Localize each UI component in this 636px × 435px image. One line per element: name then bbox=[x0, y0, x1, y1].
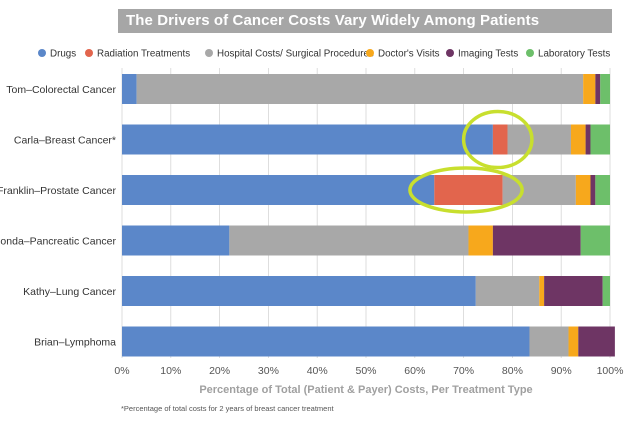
bar-drugs-brian-lymphoma bbox=[122, 326, 530, 357]
bar-imaging-tests-shonda-pancreatic-cancer bbox=[492, 225, 581, 256]
tick-label: 100% bbox=[597, 365, 624, 377]
bar-doctor-s-visits-franklin-prostate-cancer bbox=[575, 175, 591, 205]
category-label: Kathy–Lung Cancer bbox=[23, 286, 116, 298]
bar-radiation-treatments-carla-breast-cancer bbox=[492, 124, 508, 155]
bar-hospital-costs-surgical-procedures-kathy-lung-cancer bbox=[475, 276, 540, 306]
legend-label-doctor-s-visits: Doctor's Visits bbox=[378, 49, 440, 60]
bar-drugs-carla-breast-cancer bbox=[122, 124, 493, 155]
bar-doctor-s-visits-carla-breast-cancer bbox=[570, 124, 586, 155]
category-label: Tom–Colorectal Cancer bbox=[6, 84, 116, 96]
bar-drugs-tom-colorectal-cancer bbox=[122, 74, 137, 104]
category-label: Brian–Lymphoma bbox=[34, 337, 116, 349]
bar-laboratory-tests-tom-colorectal-cancer bbox=[600, 74, 610, 104]
bar-doctor-s-visits-kathy-lung-cancer bbox=[539, 276, 545, 306]
legend-label-imaging-tests: Imaging Tests bbox=[458, 49, 518, 60]
bar-drugs-shonda-pancreatic-cancer bbox=[122, 225, 230, 256]
legend-swatch-radiation-treatments bbox=[85, 49, 93, 57]
chart-title-bar: The Drivers of Cancer Costs Vary Widely … bbox=[118, 9, 612, 33]
tick-label: 70% bbox=[453, 365, 474, 377]
highlight-ring-2 bbox=[408, 166, 524, 214]
bar-imaging-tests-brian-lymphoma bbox=[578, 326, 615, 357]
legend-swatch-hospital-costs-surgical-procedures bbox=[205, 49, 213, 57]
chart-legend: Drugs Radiation Treatments Hospital Costs/… bbox=[38, 49, 610, 60]
legend-label-radiation-treatments: Radiation Treatments bbox=[97, 49, 190, 60]
footnote: *Percentage of total costs for 2 years o… bbox=[121, 404, 335, 413]
bar-imaging-tests-carla-breast-cancer bbox=[585, 124, 591, 155]
category-labels: Tom–Colorectal Cancer Carla–Breast Cancer… bbox=[0, 84, 116, 349]
bars bbox=[122, 74, 615, 357]
x-axis-ticks: 0% 10% 20% 30% 40% 50% 60% 70% 80% 90% 100% bbox=[114, 365, 623, 377]
category-label: Shonda–Pancreatic Cancer bbox=[0, 236, 116, 248]
tick-label: 0% bbox=[114, 365, 129, 377]
gridlines bbox=[121, 68, 611, 358]
legend-swatch-doctor-s-visits bbox=[366, 49, 374, 57]
bar-doctor-s-visits-brian-lymphoma bbox=[568, 326, 579, 357]
bar-drugs-franklin-prostate-cancer bbox=[122, 175, 435, 205]
bar-imaging-tests-kathy-lung-cancer bbox=[544, 276, 603, 306]
bar-hospital-costs-surgical-procedures-shonda-pancreatic-cancer bbox=[229, 225, 469, 256]
legend-swatch-laboratory-tests bbox=[526, 49, 534, 57]
tick-label: 90% bbox=[551, 365, 572, 377]
legend-swatch-imaging-tests bbox=[446, 49, 454, 57]
bar-doctor-s-visits-shonda-pancreatic-cancer bbox=[468, 225, 493, 256]
tick-label: 40% bbox=[307, 365, 328, 377]
bar-laboratory-tests-shonda-pancreatic-cancer bbox=[580, 225, 610, 256]
bar-laboratory-tests-kathy-lung-cancer bbox=[602, 276, 610, 306]
bar-hospital-costs-surgical-procedures-tom-colorectal-cancer bbox=[136, 74, 584, 104]
legend-swatch-drugs bbox=[38, 49, 46, 57]
legend-label-drugs: Drugs bbox=[50, 49, 76, 60]
tick-label: 80% bbox=[502, 365, 523, 377]
bar-laboratory-tests-franklin-prostate-cancer bbox=[595, 175, 610, 205]
bar-imaging-tests-tom-colorectal-cancer bbox=[595, 74, 601, 104]
tick-label: 60% bbox=[404, 365, 425, 377]
tick-label: 10% bbox=[160, 365, 181, 377]
legend-label-hospital-costs-surgical-procedures: Hospital Costs/ Surgical Procedures bbox=[217, 49, 374, 60]
tick-label: 30% bbox=[258, 365, 279, 377]
category-label: Carla–Breast Cancer* bbox=[14, 135, 116, 147]
chart-title: The Drivers of Cancer Costs Vary Widely … bbox=[126, 12, 540, 29]
bar-hospital-costs-surgical-procedures-brian-lymphoma bbox=[529, 326, 569, 357]
tick-label: 20% bbox=[209, 365, 230, 377]
bar-doctor-s-visits-tom-colorectal-cancer bbox=[583, 74, 596, 104]
tick-label: 50% bbox=[355, 365, 376, 377]
bar-drugs-kathy-lung-cancer bbox=[122, 276, 476, 306]
x-axis-label: Percentage of Total (Patient & Payer) Co… bbox=[199, 384, 532, 396]
highlight-ring-1 bbox=[461, 109, 534, 170]
category-label: Franklin–Prostate Cancer bbox=[0, 185, 116, 197]
bar-laboratory-tests-carla-breast-cancer bbox=[590, 124, 610, 155]
legend-label-laboratory-tests: Laboratory Tests bbox=[538, 49, 610, 60]
bar-radiation-treatments-franklin-prostate-cancer bbox=[434, 175, 503, 205]
bar-imaging-tests-franklin-prostate-cancer bbox=[590, 175, 596, 205]
annotations bbox=[408, 109, 534, 214]
bar-hospital-costs-surgical-procedures-carla-breast-cancer bbox=[507, 124, 571, 155]
